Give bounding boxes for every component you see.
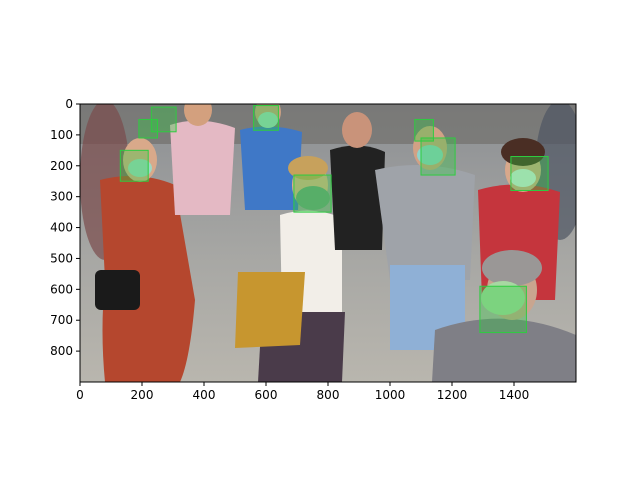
photo [80,104,576,382]
y-tick-label: 800 [50,344,73,358]
face-detection-box [510,156,549,191]
x-tick-label: 1200 [437,388,468,402]
y-tick-label: 500 [50,251,73,265]
y-tick-label: 700 [50,313,73,327]
x-tick-label: 800 [317,388,340,402]
y-tick-label: 400 [50,221,73,235]
y-tick-label: 0 [65,97,73,111]
face-detection-box [420,137,456,176]
y-tick-label: 600 [50,282,73,296]
x-tick-label: 0 [76,388,84,402]
face-detection-box [479,285,527,334]
face-detection-box [119,149,149,182]
face-detection-box [253,105,279,131]
x-tick-label: 200 [131,388,154,402]
x-axis: 0 200 400 600 800 1000 1200 1400 [76,382,529,402]
face-detection-box [293,174,332,213]
x-tick-label: 1000 [375,388,406,402]
y-tick-label: 200 [50,159,73,173]
detection-overlays [119,105,549,334]
y-tick-label: 300 [50,190,73,204]
face-detection-box [138,118,158,139]
face-detection-box [414,118,434,142]
x-tick-label: 400 [193,388,216,402]
y-tick-label: 100 [50,128,73,142]
x-tick-label: 1400 [499,388,530,402]
x-tick-label: 600 [255,388,278,402]
y-axis: 0 100 200 300 400 500 600 700 800 [50,97,80,358]
